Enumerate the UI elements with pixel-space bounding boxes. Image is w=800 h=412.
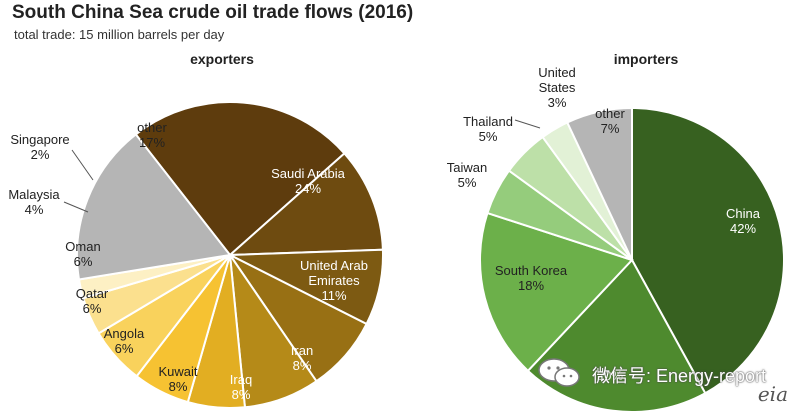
pie-importers: importers China 42% 20% South Korea 18% Taiwan… [447, 51, 785, 412]
slice-exporters-united-arab-emirates [227, 152, 384, 257]
data-label-exporters-iraq: Iraq 8% [230, 372, 252, 402]
slice-importers-china [631, 106, 785, 395]
data-label-exporters-singapore: Singapore 2% [10, 132, 69, 162]
data-label-importers-china: China 42% [726, 206, 761, 236]
data-label-exporters-iran: Iran 8% [291, 343, 313, 373]
data-label-importers-other: other 7% [595, 106, 625, 136]
data-label-importers-japan: 20% [597, 368, 623, 383]
slice-importers-other [565, 106, 633, 261]
pie-title-importers: importers [614, 51, 679, 67]
leader-line-thailand [514, 119, 541, 129]
data-label-exporters-united-arab-emirates: United Arab Emirates 11% [300, 258, 368, 303]
leader-line-singapore [71, 149, 94, 181]
data-label-exporters-kuwait: Kuwait 8% [158, 364, 197, 394]
data-label-exporters-other: other 17% [137, 120, 167, 150]
slice-exporters-saudi-arabia [134, 101, 346, 257]
slice-importers-south-korea [479, 211, 634, 373]
eia-logo: eia [757, 382, 788, 406]
data-label-exporters-angola: Angola 6% [104, 326, 145, 356]
pie-exporters: exporters Saudi Arabia 24% United Arab Emira… [8, 51, 384, 409]
data-label-importers-taiwan: Taiwan 5% [447, 160, 487, 190]
pie-title-exporters: exporters [190, 51, 254, 67]
data-label-importers-thailand: Thailand 5% [463, 114, 513, 144]
data-label-exporters-qatar: Qatar 6% [76, 286, 109, 316]
data-label-exporters-oman: Oman 6% [65, 239, 100, 269]
slice-exporters-other [76, 133, 232, 281]
data-label-importers-united-states: United States 3% [538, 65, 576, 110]
chart-title: South China Sea crude oil trade flows (2… [12, 2, 414, 23]
data-label-importers-south-korea: South Korea 18% [495, 263, 568, 293]
watermark-text: 微信号: Energy-report [592, 366, 767, 386]
data-label-exporters-malaysia: Malaysia 4% [8, 187, 60, 217]
chart-subtitle: total trade: 15 million barrels per day [14, 27, 225, 42]
leader-line-malaysia [63, 201, 89, 213]
wechat-icon [538, 358, 580, 387]
data-label-exporters-saudi-arabia: Saudi Arabia 24% [271, 166, 345, 196]
